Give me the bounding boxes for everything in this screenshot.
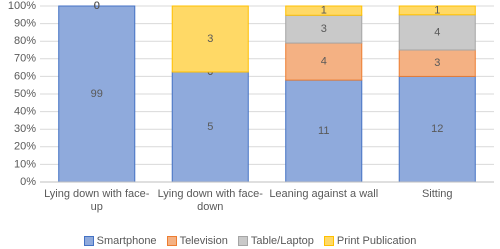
legend-label: Table/Laptop — [250, 235, 314, 247]
data-label: 99 — [91, 88, 103, 100]
data-label: 4 — [321, 55, 327, 67]
legend-swatch — [323, 236, 334, 246]
data-label: 5 — [207, 121, 213, 133]
y-tick-label: 20% — [14, 141, 36, 153]
bar-segment — [171, 5, 249, 73]
legend-swatch — [166, 236, 177, 246]
data-label: 3 — [434, 57, 440, 69]
y-tick-label: 30% — [14, 123, 36, 135]
y-tick-label: 100% — [8, 0, 36, 12]
y-tick-label: 10% — [14, 158, 36, 170]
data-label: 11 — [318, 125, 329, 137]
data-label: 1 — [434, 4, 440, 16]
bar-segment — [285, 42, 363, 81]
data-label: 3 — [207, 33, 213, 45]
x-tick-label: Leaning against a wall — [269, 188, 379, 200]
x-tick-label: Lying down with face-down — [157, 188, 263, 213]
bar-segment — [398, 75, 476, 183]
x-tick-label: Sitting — [421, 188, 453, 200]
legend-label: Print Publication — [336, 235, 417, 247]
y-tick-label: 0% — [20, 176, 36, 188]
y-tick-label: 90% — [14, 18, 36, 30]
legend-item: Smartphone — [83, 235, 157, 247]
bar-segment — [285, 5, 363, 16]
legend-item: Table/Laptop — [237, 235, 314, 247]
legend-label: Smartphone — [96, 235, 157, 247]
data-label: 0 — [94, 0, 100, 12]
data-label: 1 — [321, 5, 327, 17]
legend-item: Print Publication — [323, 235, 417, 247]
legend-label: Television — [179, 235, 228, 247]
bar-segment — [398, 49, 476, 77]
bar-segment — [398, 5, 476, 16]
bar-segment — [58, 5, 136, 183]
bar-segment — [285, 79, 363, 183]
bar-segment — [285, 14, 363, 44]
y-tick-label: 70% — [14, 53, 36, 65]
legend-swatch — [237, 236, 248, 246]
legend-swatch — [83, 236, 94, 246]
bar-segment — [398, 14, 476, 51]
x-tick-label: Lying down with face-up — [44, 188, 150, 213]
legend: Smartphone Television Table/Laptop Print Pu… — [0, 235, 500, 247]
y-tick-label: 80% — [14, 35, 36, 47]
data-label: 0 — [94, 0, 100, 12]
data-label: 0 — [94, 0, 100, 12]
y-tick-label: 40% — [14, 106, 36, 118]
data-label: 12 — [431, 123, 443, 135]
y-tick-label: 60% — [14, 70, 36, 82]
data-label: 3 — [321, 23, 327, 35]
data-label: 4 — [434, 26, 440, 38]
legend-item: Television — [166, 235, 228, 247]
y-tick-label: 50% — [14, 88, 36, 100]
